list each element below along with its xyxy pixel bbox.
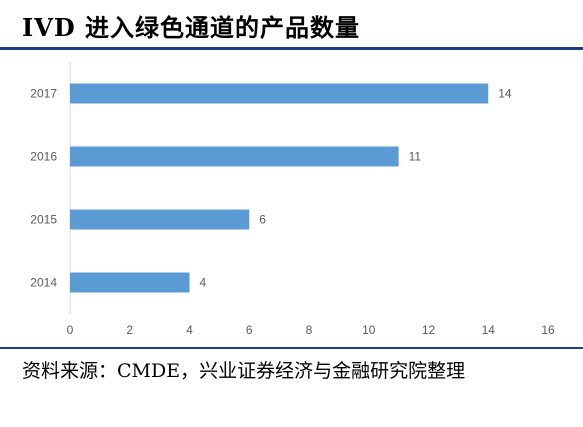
x-tick-label-14: 14 — [482, 323, 496, 337]
data-label-2017: 14 — [498, 87, 512, 101]
bar-2016 — [70, 146, 399, 167]
bar-chart: 2017 14 2016 11 2015 6 2014 4 0 2 4 6 8 10 12 14 16 — [30, 62, 555, 337]
category-label-2017: 2017 — [30, 87, 57, 101]
data-label-2015: 6 — [259, 213, 266, 227]
x-tick-label-16: 16 — [541, 323, 555, 337]
x-tick-label-0: 0 — [67, 323, 74, 337]
data-label-2016: 11 — [409, 150, 422, 164]
data-label-2014: 4 — [200, 276, 207, 290]
x-tick-label-6: 6 — [246, 323, 253, 337]
category-label-2016: 2016 — [30, 150, 57, 164]
source-rule — [0, 347, 583, 349]
category-label-2014: 2014 — [30, 276, 57, 290]
source-note: 资料来源：CMDE，兴业证券经济与金融研究院整理 — [22, 360, 466, 382]
x-tick-label-12: 12 — [422, 323, 436, 337]
x-tick-label-4: 4 — [186, 323, 193, 337]
bar-2015 — [70, 209, 250, 230]
bar-2017 — [70, 83, 489, 104]
x-tick-label-2: 2 — [126, 323, 133, 337]
chart-title: IVD 进入绿色通道的产品数量 — [22, 13, 361, 42]
x-tick-label-8: 8 — [306, 323, 313, 337]
x-tick-label-10: 10 — [362, 323, 376, 337]
title-rule — [0, 47, 583, 50]
bar-2014 — [70, 272, 190, 293]
category-label-2015: 2015 — [30, 213, 57, 227]
